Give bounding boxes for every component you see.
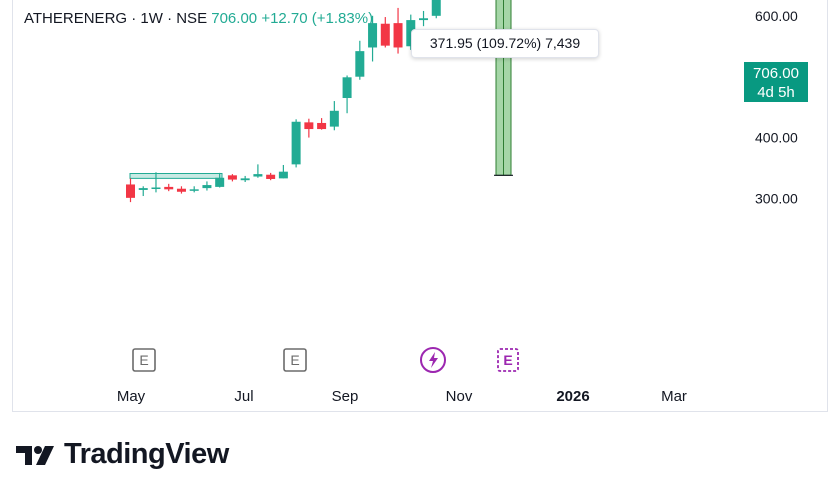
candle-body[interactable] xyxy=(138,188,148,190)
symbol-info[interactable]: ATHERENERG · 1W · NSE xyxy=(24,10,208,27)
candle-body[interactable] xyxy=(202,185,212,189)
x-tick-label: Sep xyxy=(332,388,359,405)
earnings-event-icon[interactable] xyxy=(283,348,307,372)
earnings-event-label: E xyxy=(139,352,148,368)
x-tick-label: Nov xyxy=(446,388,473,405)
y-tick-label: 300.00 xyxy=(755,190,798,206)
tradingview-logo[interactable]: TradingView xyxy=(16,438,229,471)
candle-body[interactable] xyxy=(126,184,135,198)
x-tick-label: Jul xyxy=(234,388,253,405)
tradingview-logo-icon xyxy=(16,445,54,465)
earnings-event-label: E xyxy=(290,352,299,368)
y-tick-label: 600.00 xyxy=(755,8,798,24)
candle-body[interactable] xyxy=(393,23,403,48)
earnings-event-icon[interactable] xyxy=(132,348,156,372)
candle-body[interactable] xyxy=(176,188,186,192)
candle-body[interactable] xyxy=(253,174,263,177)
measure-tooltip: 371.95 (109.72%) 7,439 xyxy=(411,29,599,58)
candle-body[interactable] xyxy=(227,175,237,180)
candle-body[interactable] xyxy=(380,23,390,46)
earnings-event-label: E xyxy=(503,352,512,368)
candle-body[interactable] xyxy=(189,189,199,191)
price-change: +12.70 (+1.83%) xyxy=(261,10,374,27)
candle-body[interactable] xyxy=(215,177,225,187)
candle-body[interactable] xyxy=(342,77,352,99)
x-tick-label: Mar xyxy=(661,388,687,405)
symbol-header: ATHERENERG · 1W · NSE 706.00 +12.70 (+1.… xyxy=(24,10,373,27)
x-tick-label: 2026 xyxy=(556,388,589,405)
chart-frame xyxy=(12,0,828,412)
candle-body[interactable] xyxy=(164,186,174,190)
candle-body[interactable] xyxy=(317,122,327,130)
candle-body[interactable] xyxy=(368,23,378,48)
candle-body[interactable] xyxy=(304,122,314,130)
bar-countdown: 4d 5h xyxy=(757,84,795,101)
y-tick-label: 400.00 xyxy=(755,130,798,146)
candle-body[interactable] xyxy=(431,0,441,16)
candle-body[interactable] xyxy=(240,178,250,181)
last-price-tag-price: 706.00 xyxy=(753,65,799,82)
lightning-icon xyxy=(429,352,438,368)
x-tick-label: May xyxy=(117,388,146,405)
candle-body[interactable] xyxy=(419,18,429,21)
candle-body[interactable] xyxy=(355,51,365,77)
candle-body[interactable] xyxy=(291,121,301,165)
candle-body[interactable] xyxy=(278,171,288,179)
last-price: 706.00 xyxy=(211,10,258,27)
tradingview-wordmark: TradingView xyxy=(64,438,229,470)
candle-body[interactable] xyxy=(151,187,161,190)
chart-canvas[interactable]: 300.00400.00500.00600.00700.00800.00MayJ… xyxy=(0,0,840,420)
candle-body[interactable] xyxy=(329,110,339,127)
upcoming-earnings-icon[interactable] xyxy=(497,348,519,372)
range-box[interactable] xyxy=(129,172,223,179)
candle-body[interactable] xyxy=(406,20,416,47)
candle-body[interactable] xyxy=(266,174,276,179)
last-price-tag: 706.00 4d 5h xyxy=(744,62,808,102)
